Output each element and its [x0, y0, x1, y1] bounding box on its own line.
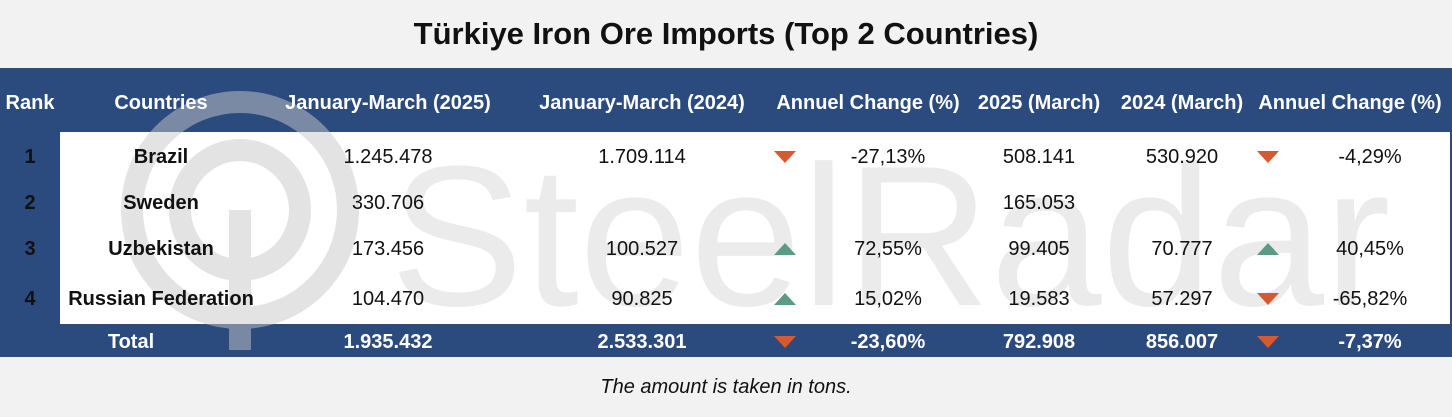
total-cell-m2024: 856.007 — [1145, 330, 1219, 353]
total-cell-chg2: -7,37% — [1338, 330, 1402, 353]
up-arrow-icon — [774, 243, 796, 255]
table-cell-country: Uzbekistan — [108, 237, 214, 260]
column-header: 2024 (March) — [1120, 91, 1244, 114]
table-cell-jm2024: 1.709.114 — [598, 145, 686, 168]
table-cell-m2024: 70.777 — [1151, 237, 1213, 260]
table-cell-m2025: 19.583 — [1008, 287, 1070, 310]
up-arrow-icon — [1257, 243, 1279, 255]
total-cell-chg1: -23,60% — [850, 330, 926, 353]
total-cell-jm2025: 1.935.432 — [343, 330, 433, 353]
table-cell-rank: 4 — [24, 287, 36, 310]
down-arrow-icon — [1257, 293, 1279, 305]
table-cell-m2025: 165.053 — [1002, 191, 1076, 214]
table-cell-jm2024: 100.527 — [605, 237, 679, 260]
column-header: Countries — [114, 91, 208, 114]
up-arrow-icon — [774, 293, 796, 305]
total-cell-jm2024: 2.533.301 — [597, 330, 687, 353]
table-cell-m2024: 530.920 — [1145, 145, 1219, 168]
table-cell-chg1: 72,55% — [854, 237, 922, 260]
table-cell-chg1: -27,13% — [850, 145, 926, 168]
table-cell-chg2: 40,45% — [1336, 237, 1404, 260]
column-header: Annuel Change (%) — [776, 91, 960, 114]
chart-title: Türkiye Iron Ore Imports (Top 2 Countrie… — [413, 16, 1039, 51]
table-cell-rank: 2 — [24, 191, 36, 214]
total-cell-m2025: 792.908 — [1002, 330, 1076, 353]
table-cell-jm2024: 90.825 — [611, 287, 673, 310]
table-body-block-3 — [768, 132, 968, 324]
table-body-block-4 — [968, 132, 1252, 324]
down-arrow-icon — [774, 151, 796, 163]
column-header: Rank — [5, 91, 55, 114]
table-cell-chg2: -65,82% — [1332, 287, 1408, 310]
column-header: January-March (2024) — [539, 91, 745, 114]
table-cell-rank: 3 — [24, 237, 36, 260]
total-label: Total — [107, 330, 155, 353]
footnote: The amount is taken in tons. — [600, 375, 852, 398]
table-cell-jm2025: 173.456 — [351, 237, 425, 260]
down-arrow-icon — [774, 336, 796, 348]
table-cell-m2025: 99.405 — [1008, 237, 1070, 260]
table-cell-jm2025: 1.245.478 — [343, 145, 433, 168]
down-arrow-icon — [1257, 151, 1279, 163]
table-cell-chg2: -4,29% — [1338, 145, 1402, 168]
table-cell-m2024: 57.297 — [1151, 287, 1213, 310]
table-cell-jm2025: 330.706 — [351, 191, 425, 214]
table-cell-rank: 1 — [24, 145, 36, 168]
table-cell-country: Russian Federation — [68, 287, 254, 310]
column-header: Annuel Change (%) — [1258, 91, 1442, 114]
column-header: January-March (2025) — [285, 91, 491, 114]
table-cell-jm2025: 104.470 — [351, 287, 425, 310]
table-cell-m2025: 508.141 — [1002, 145, 1076, 168]
table-cell-country: Sweden — [123, 191, 199, 214]
down-arrow-icon — [1257, 336, 1279, 348]
table-body-block-5 — [1252, 132, 1450, 324]
table-cell-country: Brazil — [133, 145, 189, 168]
column-header: 2025 (March) — [977, 91, 1101, 114]
table-cell-chg1: 15,02% — [854, 287, 922, 310]
